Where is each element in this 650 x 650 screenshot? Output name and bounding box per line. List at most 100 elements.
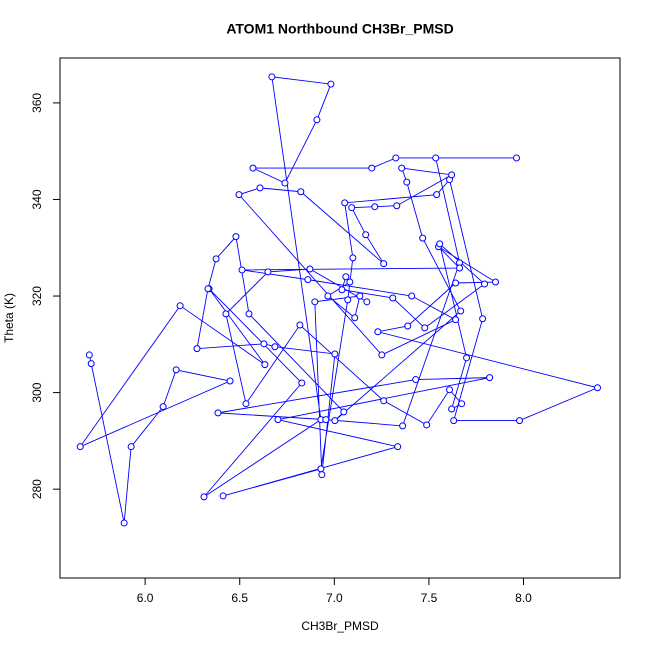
data-point xyxy=(342,273,350,281)
data-point xyxy=(341,199,349,207)
data-point xyxy=(346,278,354,286)
y-tick-label: 340 xyxy=(30,189,44,209)
data-point xyxy=(458,400,466,408)
data-point xyxy=(348,204,356,212)
data-point xyxy=(204,285,212,293)
data-point xyxy=(311,298,319,306)
data-point xyxy=(394,443,402,451)
data-point xyxy=(87,360,95,368)
data-point xyxy=(226,377,234,385)
data-point xyxy=(368,164,376,172)
data-point xyxy=(404,322,412,330)
data-point xyxy=(398,164,406,172)
data-point xyxy=(516,417,524,425)
data-point xyxy=(412,376,420,384)
data-point xyxy=(256,184,264,192)
data-point xyxy=(450,417,458,425)
plot-frame xyxy=(59,57,621,579)
data-point xyxy=(399,422,407,430)
data-point xyxy=(486,374,494,382)
data-point xyxy=(238,266,246,274)
data-point xyxy=(313,116,321,124)
data-point xyxy=(392,154,400,162)
data-point xyxy=(448,405,456,413)
data-point xyxy=(456,264,464,272)
data-point xyxy=(235,191,243,199)
data-point xyxy=(249,164,257,172)
data-point xyxy=(423,421,431,429)
data-point xyxy=(432,154,440,162)
data-point xyxy=(264,268,272,276)
data-point xyxy=(76,443,84,451)
data-point xyxy=(463,354,471,362)
data-point xyxy=(363,298,371,306)
data-point xyxy=(322,416,330,424)
data-point xyxy=(344,296,352,304)
data-point xyxy=(331,417,339,425)
data-point xyxy=(492,278,500,286)
data-point xyxy=(380,260,388,268)
data-point xyxy=(421,324,429,332)
data-point xyxy=(304,276,312,284)
x-tick-label: 8.0 xyxy=(515,591,532,605)
y-tick-label: 280 xyxy=(30,479,44,499)
data-point xyxy=(176,302,184,310)
y-tick-label: 300 xyxy=(30,382,44,402)
data-point xyxy=(436,240,444,248)
data-point xyxy=(324,292,332,300)
data-point xyxy=(446,386,454,394)
x-tick-label: 6.5 xyxy=(231,591,248,605)
x-axis-label: CH3Br_PMSD xyxy=(301,619,379,633)
data-point xyxy=(356,292,364,300)
data-point xyxy=(457,307,465,315)
y-axis-label: Theta (K) xyxy=(2,293,16,343)
data-point xyxy=(298,379,306,387)
data-point xyxy=(281,179,289,187)
data-point xyxy=(380,397,388,405)
data-point xyxy=(242,400,250,408)
data-point xyxy=(479,315,487,323)
data-point xyxy=(393,202,401,210)
data-point xyxy=(268,73,276,81)
y-tick-label: 360 xyxy=(30,93,44,113)
data-point xyxy=(274,416,282,424)
data-point xyxy=(403,178,411,186)
data-point xyxy=(331,350,339,358)
data-point xyxy=(452,279,460,287)
data-point xyxy=(219,492,227,500)
chart-title: ATOM1 Northbound CH3Br_PMSD xyxy=(226,21,453,37)
data-point xyxy=(271,343,279,351)
data-point xyxy=(222,310,230,318)
data-point xyxy=(260,340,268,348)
data-point xyxy=(513,154,521,162)
data-point xyxy=(172,366,180,374)
data-point xyxy=(349,254,357,262)
data-point xyxy=(159,403,167,411)
data-point xyxy=(433,191,441,199)
data-point xyxy=(245,310,253,318)
data-point xyxy=(212,255,220,263)
data-point xyxy=(193,345,201,353)
data-point xyxy=(127,443,135,451)
x-tick-label: 6.0 xyxy=(137,591,154,605)
data-point xyxy=(85,351,93,359)
data-point xyxy=(232,233,240,241)
data-point xyxy=(318,471,326,479)
x-tick-label: 7.0 xyxy=(326,591,343,605)
data-point xyxy=(297,188,305,196)
data-point xyxy=(452,316,460,324)
data-point xyxy=(296,321,304,329)
data-point xyxy=(481,280,489,288)
x-tick-label: 7.5 xyxy=(421,591,438,605)
data-point xyxy=(408,292,416,300)
data-point xyxy=(200,493,208,501)
data-point xyxy=(120,519,128,527)
data-point xyxy=(374,328,382,336)
data-point xyxy=(351,314,359,322)
y-tick-label: 320 xyxy=(30,286,44,306)
data-point xyxy=(214,409,222,417)
data-point xyxy=(340,408,348,416)
data-point xyxy=(378,351,386,359)
data-line xyxy=(78,76,599,524)
